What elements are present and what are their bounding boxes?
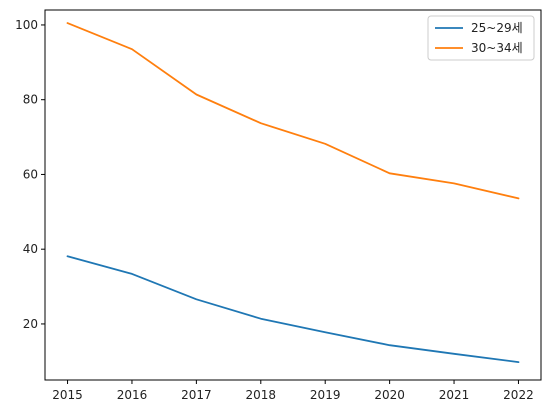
x-tick-label: 2018 [246, 388, 277, 402]
y-tick-label: 60 [23, 167, 38, 181]
y-axis: 20 40 60 80 100 [15, 18, 45, 331]
series-lines [66, 22, 520, 364]
y-tick-label: 20 [23, 317, 38, 331]
x-tick-label: 2022 [503, 388, 534, 402]
y-tick-label: 80 [23, 93, 38, 107]
series-line-1 [66, 255, 520, 364]
x-tick-label: 2015 [52, 388, 83, 402]
y-tick-label: 100 [15, 18, 38, 32]
x-tick-label: 2017 [181, 388, 212, 402]
series-line-2 [66, 22, 520, 200]
legend: 25~29세 30~34세 [427, 15, 535, 61]
legend-label: 25~29세 [471, 21, 523, 35]
plot-area [44, 9, 542, 381]
y-tick-label: 40 [23, 242, 38, 256]
x-tick-label: 2021 [439, 388, 470, 402]
legend-box [427, 15, 535, 61]
x-tick-label: 2019 [310, 388, 341, 402]
x-tick-label: 2020 [374, 388, 405, 402]
legend-label: 30~34세 [471, 41, 523, 55]
x-axis: 2015 2016 2017 2018 2019 2020 2021 2022 [52, 380, 534, 402]
x-tick-label: 2016 [117, 388, 148, 402]
